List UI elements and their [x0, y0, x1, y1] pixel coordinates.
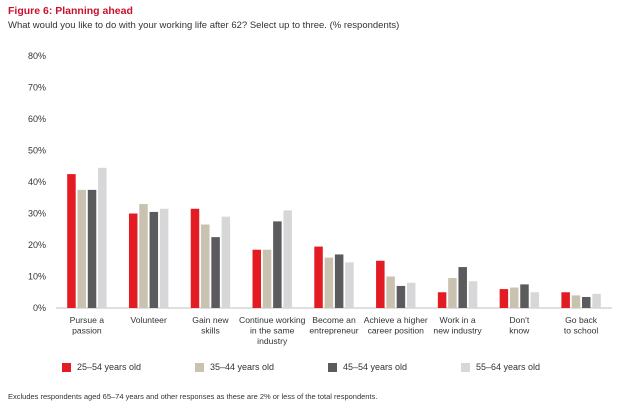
- bar: [437, 292, 447, 308]
- x-category-label: Achieve a higher career position: [364, 315, 428, 336]
- bar: [509, 287, 519, 308]
- x-category-label: Go back to school: [564, 315, 598, 336]
- bar: [468, 281, 478, 308]
- bar: [252, 249, 262, 308]
- bar: [139, 204, 148, 308]
- x-category-label: Continue working in the same industry: [239, 315, 306, 346]
- y-tick-label: 70%: [28, 83, 46, 93]
- bar: [582, 296, 591, 308]
- bar: [159, 208, 169, 308]
- bar: [190, 208, 200, 308]
- x-category-label: Work in a new industry: [433, 315, 482, 336]
- x-category-label: Become an entrepreneur: [309, 315, 358, 336]
- bar: [406, 282, 416, 308]
- bar: [273, 221, 282, 308]
- bar: [334, 254, 344, 308]
- bar: [314, 246, 323, 308]
- footnote: Excludes respondents aged 65–74 years an…: [8, 392, 378, 401]
- y-tick-label: 10%: [28, 272, 46, 282]
- legend-label: 35–44 years old: [210, 362, 275, 372]
- bar: [376, 260, 385, 308]
- bar: [571, 295, 581, 308]
- legend-label: 25–54 years old: [77, 362, 142, 372]
- bar: [87, 189, 97, 308]
- y-tick-label: 80%: [28, 51, 46, 61]
- figure-subtitle: What would you like to do with your work…: [8, 20, 400, 31]
- legend-item: 45–54 years old: [328, 362, 461, 372]
- y-tick-label: 0%: [33, 303, 46, 313]
- legend-item: 25–54 years old: [62, 362, 195, 372]
- legend-label: 55–64 years old: [476, 362, 541, 372]
- chart-legend: 25–54 years old 35–44 years old 45–54 year…: [62, 362, 594, 372]
- bar: [448, 278, 457, 308]
- bar: [221, 216, 231, 308]
- bar: [458, 267, 467, 308]
- x-category-label: Gain new skills: [192, 315, 229, 336]
- legend-item: 35–44 years old: [195, 362, 328, 372]
- legend-swatch: [328, 362, 337, 372]
- legend-label: 45–54 years old: [343, 362, 408, 372]
- bar: [592, 293, 601, 308]
- x-category-label: Pursue a passion: [70, 315, 105, 336]
- bar: [386, 276, 395, 308]
- figure-title: Figure 6: Planning ahead: [8, 5, 133, 17]
- bar: [324, 257, 334, 308]
- bar: [283, 210, 292, 308]
- legend-swatch: [195, 362, 204, 372]
- bar-chart: 0% 10% 20% 30% 40% 50% 60% 70% 80% Pursue a passio…: [28, 51, 612, 346]
- bar: [345, 262, 354, 308]
- bar: [98, 167, 107, 308]
- bar: [561, 292, 570, 308]
- y-tick-label: 20%: [28, 240, 46, 250]
- bar: [67, 174, 76, 308]
- legend-swatch: [62, 362, 71, 372]
- legend-swatch: [461, 362, 470, 372]
- y-tick-label: 30%: [28, 209, 46, 219]
- bar: [499, 289, 509, 308]
- y-tick-label: 60%: [28, 114, 46, 124]
- bar: [77, 189, 86, 308]
- bar: [530, 292, 540, 308]
- bar: [201, 224, 210, 308]
- bar: [520, 284, 529, 308]
- bar: [396, 285, 406, 308]
- bar: [128, 213, 138, 308]
- legend-item: 55–64 years old: [461, 362, 594, 372]
- bar: [211, 237, 220, 308]
- x-category-label: Don't know: [509, 315, 530, 336]
- bar: [149, 211, 159, 308]
- y-tick-label: 40%: [28, 177, 46, 187]
- x-category-label: Volunteer: [131, 315, 167, 325]
- bar: [262, 249, 272, 308]
- y-tick-label: 50%: [28, 146, 46, 156]
